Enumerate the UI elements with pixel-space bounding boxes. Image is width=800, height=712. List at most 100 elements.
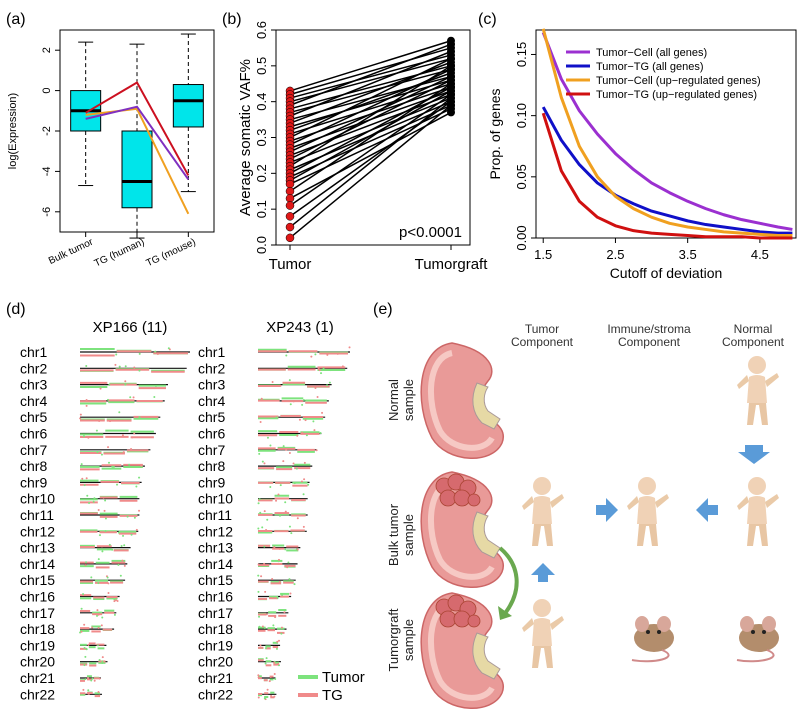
probe-dot: [263, 462, 266, 465]
mouse-normal-row3: [736, 615, 780, 663]
probe-dot: [312, 420, 315, 423]
x-tick-label: 4.5: [751, 247, 769, 262]
probe-dot: [99, 387, 102, 390]
chromosome-label: chr17: [198, 605, 233, 621]
tumor-point: [285, 187, 295, 196]
kidney-normal-image: [421, 343, 503, 458]
probe-dot: [104, 530, 107, 533]
probe-dot: [266, 688, 269, 691]
y-tick-label: 0.2: [254, 164, 269, 182]
y-axis-label: Average somatic VAF%: [237, 59, 254, 216]
pair-line: [289, 83, 452, 135]
tumor-point: [285, 201, 295, 210]
probe-dot: [114, 363, 117, 366]
probe-dot: [266, 518, 269, 521]
probe-dot: [287, 561, 290, 564]
probe-dot: [106, 576, 109, 579]
probe-dot: [138, 476, 141, 479]
chromosome-label: chr18: [198, 621, 233, 637]
series-line: [85, 105, 190, 181]
legend-label: Tumor−Cell (up−regulated genes): [596, 75, 761, 87]
probe-dot: [257, 502, 260, 505]
probe-dot: [153, 396, 156, 399]
probe-dot: [90, 576, 93, 579]
probe-dot: [93, 679, 96, 682]
probe-dot: [115, 353, 118, 356]
legend-label: TG: [322, 687, 343, 704]
col-header-immune: Immune/stroma Component: [607, 322, 691, 349]
probe-dot: [79, 413, 82, 416]
probe-dot: [284, 609, 287, 612]
probe-dot: [109, 420, 112, 423]
y-tick-label: -4: [41, 167, 53, 177]
probe-dot: [272, 624, 275, 627]
legend-label: Tumor−Cell (all genes): [596, 47, 707, 59]
probe-dot: [285, 354, 288, 357]
pair-line: [289, 40, 452, 92]
probe-dot: [140, 464, 143, 467]
probe-dot: [113, 600, 116, 603]
tumorgraft-point: [447, 79, 455, 88]
probe-dot: [138, 509, 141, 512]
probe-dot: [263, 562, 266, 565]
probe-dot: [288, 525, 291, 528]
tumorgraft-point: [447, 40, 455, 49]
probe-dot: [279, 514, 282, 517]
curved-arrow-head: [498, 606, 512, 620]
probe-dot: [274, 616, 277, 619]
kidney-tumorgraft-image: [421, 593, 503, 708]
probe-dot: [108, 543, 111, 546]
probe-dot: [272, 595, 275, 598]
tumorgraft-point: [447, 94, 455, 103]
probe-dot: [257, 676, 260, 679]
chromosome-label: chr13: [198, 540, 233, 556]
row-label-bulk: Bulk tumorsample: [386, 503, 416, 566]
probe-dot: [92, 500, 95, 503]
probe-dot: [96, 609, 99, 612]
probe-dot: [273, 645, 276, 648]
probe-dot: [124, 383, 127, 386]
probe-dot: [87, 689, 90, 692]
probe-dot: [98, 694, 101, 697]
probe-dot: [273, 672, 276, 675]
probe-dot: [138, 352, 141, 355]
probe-dot: [107, 592, 110, 595]
chromosome-label: chr13: [20, 540, 55, 556]
probe-dot: [83, 664, 86, 667]
chromosome-label: chr4: [20, 393, 47, 409]
person-tumor-row3: [522, 599, 564, 668]
tumor-point: [285, 222, 295, 232]
probe-dot: [100, 624, 103, 627]
chromosome-label: chr10: [198, 491, 233, 507]
y-axis-label: Prop. of genes: [487, 88, 503, 179]
panel-label-d: (d): [6, 301, 26, 318]
pair-line: [289, 79, 452, 128]
probe-dot: [124, 365, 127, 368]
probe-dot: [87, 643, 90, 646]
chromosome-label: chr14: [198, 556, 233, 572]
probe-dot: [87, 692, 90, 695]
series-line: [541, 106, 793, 235]
probe-dot: [264, 590, 267, 593]
probe-dot: [85, 477, 88, 480]
probe-dot: [138, 416, 141, 419]
probe-dot: [84, 678, 87, 681]
probe-dot: [259, 511, 262, 514]
probe-dot: [280, 626, 283, 629]
probe-dot: [98, 420, 101, 423]
chromosome-label: chr14: [20, 556, 55, 572]
y-tick-label: 0.4: [254, 93, 269, 111]
chromosome-label: chr12: [198, 523, 233, 539]
tumor-point: [285, 179, 295, 189]
probe-dot: [258, 625, 261, 628]
pair-line: [289, 47, 452, 96]
probe-dot: [85, 648, 88, 651]
probe-dot: [116, 483, 119, 486]
chromosome-label: chr7: [20, 442, 47, 458]
probe-dot: [260, 397, 263, 400]
probe-dot: [289, 592, 292, 595]
probe-dot: [303, 461, 306, 464]
probe-dot: [278, 639, 281, 642]
probe-dot: [314, 387, 317, 390]
chromosome-label: chr3: [198, 377, 225, 393]
